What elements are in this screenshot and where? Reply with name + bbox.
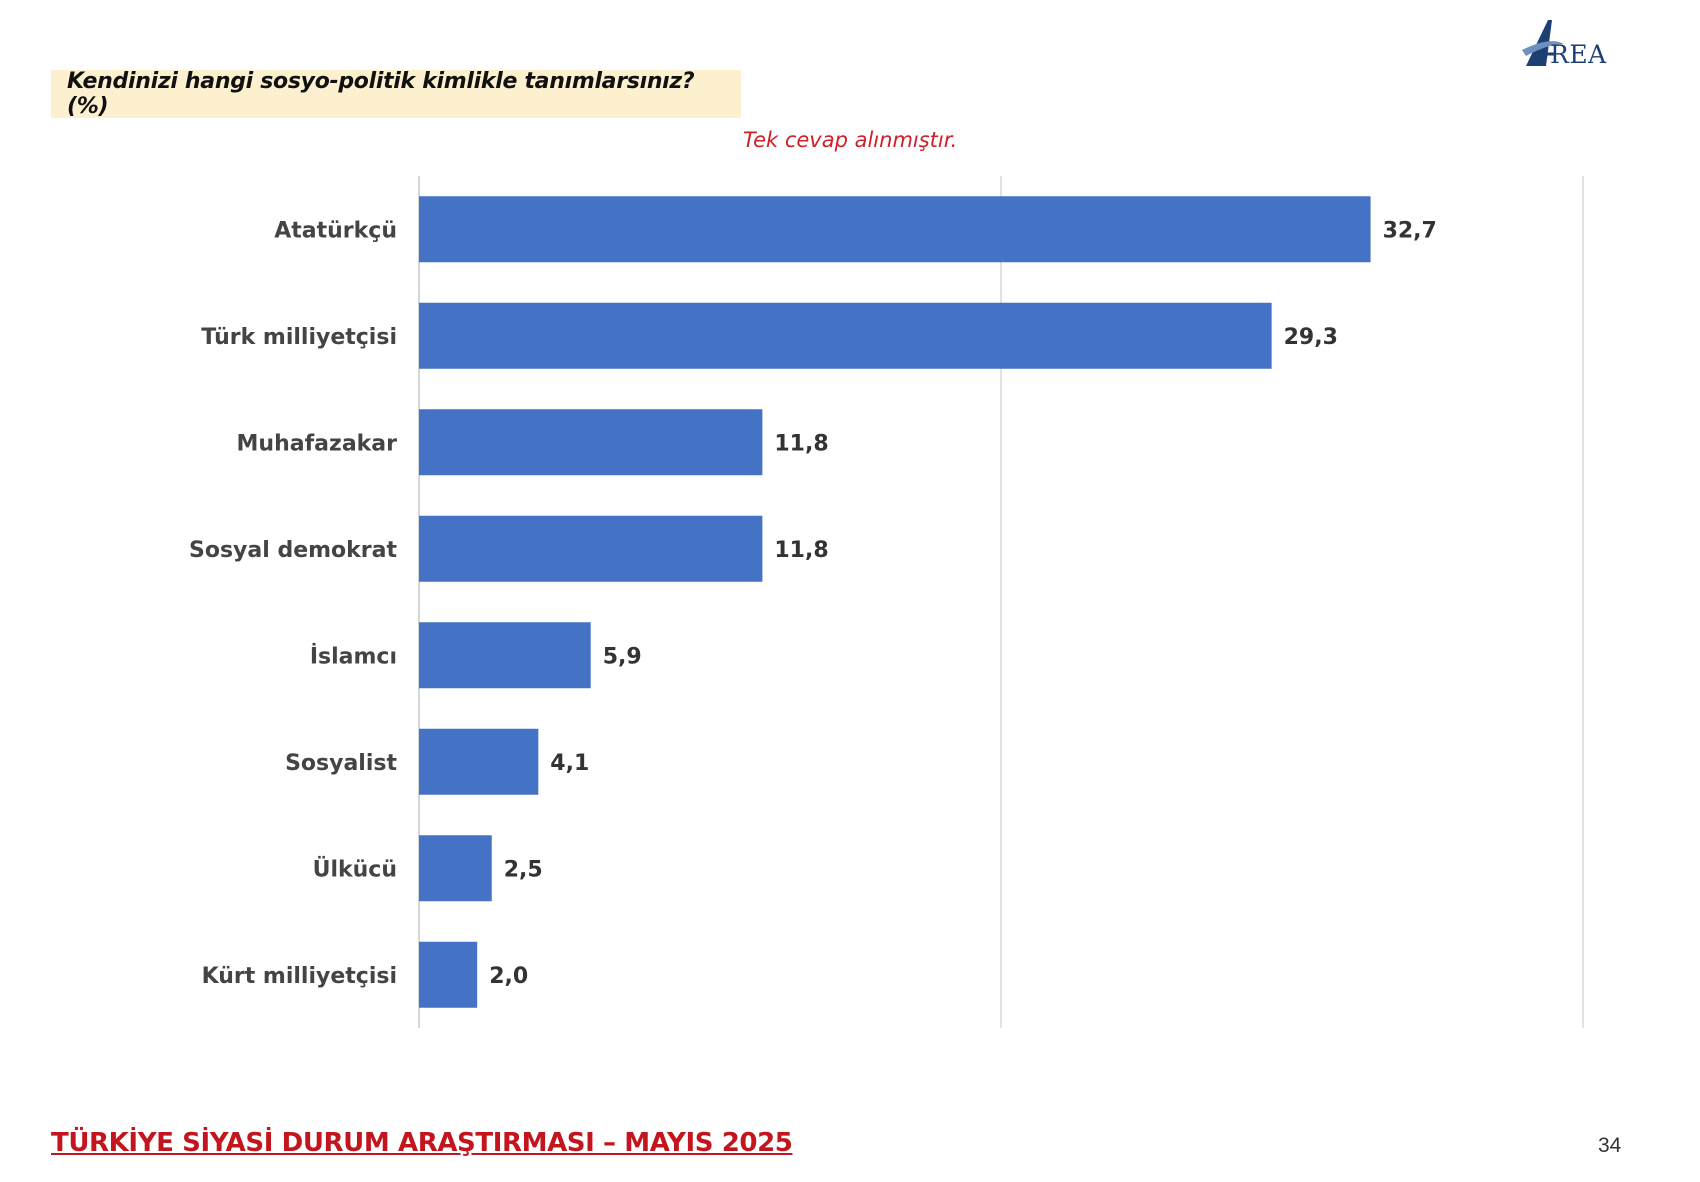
bar-chart: Atatürkçü 32,7 Türk milliyetçisi 29,3 Muhafa… [189, 176, 1584, 1028]
bar [419, 196, 1371, 263]
footer-title: TÜRKİYE SİYASİ DURUM ARAŞTIRMASI – MAYIS… [51, 1128, 793, 1158]
area-logo-mark [1522, 20, 1564, 66]
data-label: 11,8 [774, 431, 828, 456]
category-label: Türk milliyetçisi [201, 325, 397, 350]
question-banner: Kendinizi hangi sosyo-politik kimlikle t… [51, 69, 741, 119]
bar [419, 835, 492, 902]
category-label: Ülkücü [313, 856, 397, 882]
data-label: 29,3 [1284, 325, 1338, 350]
category-label: Atatürkçü [274, 218, 397, 243]
question-title: Kendinizi hangi sosyo-politik kimlikle t… [67, 69, 695, 119]
bar [419, 409, 763, 476]
bar [419, 622, 591, 689]
data-label: 4,1 [550, 751, 589, 776]
bar [419, 515, 763, 582]
area-logo: REA [1520, 14, 1650, 74]
chart-note: Tek cevap alınmıştır. [742, 128, 958, 152]
data-label: 2,0 [489, 964, 528, 989]
bar [419, 941, 478, 1008]
bar [419, 728, 539, 795]
data-label: 5,9 [603, 644, 642, 669]
logo-text: REA [1550, 40, 1607, 69]
category-label: Muhafazakar [237, 431, 398, 456]
category-label: Sosyalist [285, 751, 397, 776]
data-label: 2,5 [504, 857, 543, 882]
data-label: 11,8 [774, 538, 828, 563]
category-label: Kürt milliyetçisi [202, 964, 397, 989]
bar [419, 302, 1272, 369]
data-label: 32,7 [1383, 218, 1437, 243]
page-number: 34 [1598, 1134, 1622, 1157]
category-label: İslamcı [310, 643, 397, 669]
category-label: Sosyal demokrat [189, 538, 397, 563]
